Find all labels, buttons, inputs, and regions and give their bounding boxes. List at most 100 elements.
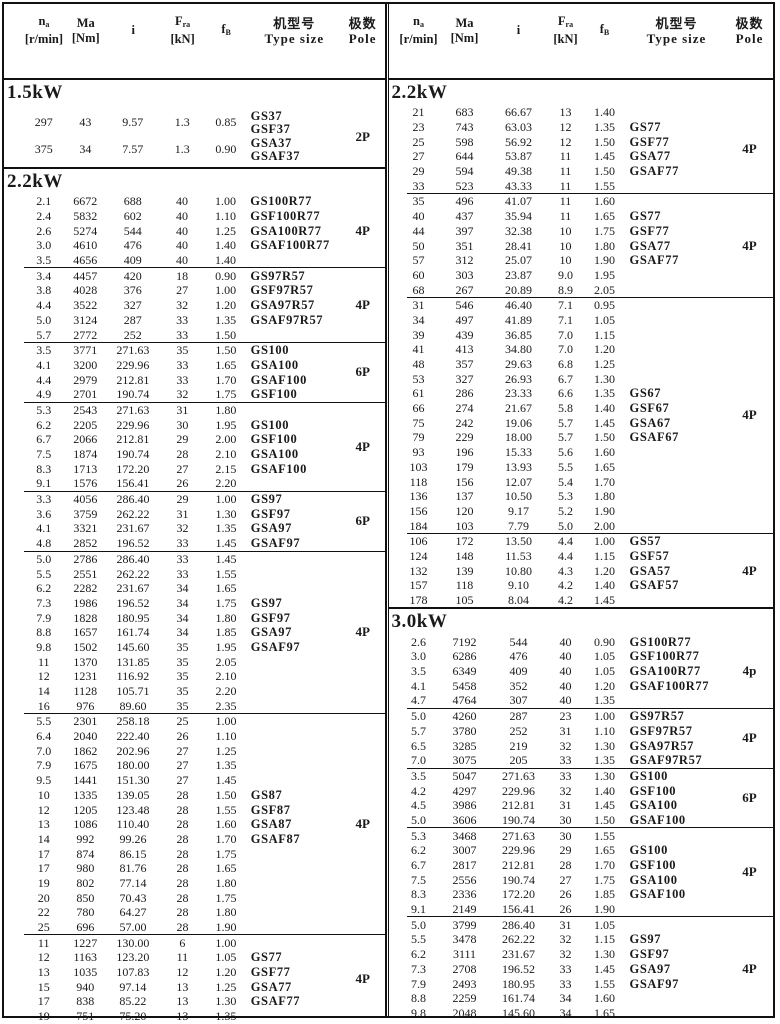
type-size-cell: GSF100: [629, 858, 677, 873]
radial-load-cell: 5.2: [558, 503, 573, 518]
power-section: 2.2kW 2.1 6672 688 40 1.00 GS100R77 4P 2.4 5832 60…: [4, 167, 385, 1024]
ratio-cell: 7.57: [122, 142, 144, 156]
gearmotor-group: 3.5 5047 271.63 33 1.30 GS100 6P 4.2 4297 229.96 3…: [397, 769, 773, 828]
table-row: 3.5 3771 271.63 35 1.50 GS100 6P: [22, 343, 385, 378]
ratio-cell: 151.30: [116, 773, 150, 788]
radial-load-cell: 33: [559, 768, 572, 783]
torque-cell: 1231: [73, 669, 98, 684]
type-size-cell: [248, 581, 341, 596]
radial-load-cell: 5.5: [558, 459, 573, 474]
ratio-cell: 156.41: [502, 902, 535, 917]
speed-cell: 9.5: [36, 773, 52, 788]
radial-load-cell: 8.9: [558, 282, 573, 297]
radial-load-cell: 33: [559, 961, 572, 976]
radial-load-cell: 31: [176, 506, 189, 521]
service-factor-cell: 1.90: [594, 253, 615, 268]
table-row: 5.3 3468 271.63 30 1.55 4P: [397, 828, 773, 879]
radial-load-cell: 28: [176, 802, 189, 817]
ratio-cell: 21.67: [505, 401, 532, 416]
radial-load-cell: 7.1: [558, 298, 573, 313]
group-divider: [24, 490, 385, 492]
pole-cell: 4P: [355, 222, 370, 238]
speed-cell: 9.8: [36, 639, 52, 654]
speed-cell: 20: [37, 890, 50, 905]
torque-cell: 1163: [73, 950, 98, 965]
table-row: 12 1231 116.92 35 2.10: [22, 669, 385, 684]
header-row: na [r/min] Ma [Nm] i Fra [kN] fB 机型号 Type size 极数 P…: [22, 14, 385, 47]
speed-cell: 9.8: [411, 1005, 426, 1020]
type-size-cell: [627, 991, 727, 1006]
torque-cell: 3986: [452, 798, 477, 813]
radial-load-cell: 35: [176, 639, 189, 654]
power-heading: 2.2kW: [7, 171, 63, 192]
service-factor-cell: 1.75: [215, 387, 237, 402]
speed-cell: 5.7: [411, 723, 426, 738]
radial-load-cell: 4.4: [558, 534, 573, 549]
table-row: 27 644 53.87 11 1.45 GSA77: [397, 149, 773, 164]
radial-load-cell: 31: [176, 402, 189, 417]
radial-load-cell: 5.8: [558, 401, 573, 416]
radial-load-cell: 26: [176, 476, 189, 491]
radial-load-cell: 5.4: [558, 474, 573, 489]
ratio-cell: 307: [509, 693, 528, 708]
service-factor-cell: 1.60: [594, 194, 615, 209]
torque-cell: 5458: [452, 678, 477, 693]
service-factor-cell: 1.20: [215, 965, 237, 980]
speed-cell: 17: [37, 994, 50, 1009]
speed-cell: 7.9: [36, 758, 52, 773]
table-row: 2.6 5274 544 40 1.25 GSA100R77: [22, 223, 385, 238]
torque-cell: 4764: [452, 693, 477, 708]
type-size-cell: GSAF97R57: [250, 312, 324, 327]
radial-load-cell: 13: [559, 105, 572, 120]
table-row: 2.6 7192 544 40 0.90 GS100R77 4p: [397, 634, 773, 678]
table-row: 4.8 2852 196.52 33 1.45 GSAF97: [22, 536, 385, 551]
type-size-cell: GSA97R57: [250, 298, 315, 313]
ratio-cell: 56.92: [505, 134, 532, 149]
service-factor-cell: 1.70: [594, 474, 615, 489]
service-factor-cell: 0.85: [215, 115, 237, 129]
speed-cell: 103: [409, 459, 428, 474]
subscript: a: [419, 20, 424, 29]
ratio-cell: 271.63: [116, 402, 150, 417]
torque-cell: 1205: [73, 802, 98, 817]
type-size-cell: GSAF100R77: [629, 678, 710, 693]
type-size-cell: GSAF57: [629, 578, 679, 593]
service-factor-cell: 1.10: [214, 209, 236, 224]
type-size-header: 机型号 Type size: [627, 14, 727, 47]
type-size-cell: GSA100: [250, 447, 299, 462]
radial-load-cell: 34: [176, 610, 189, 625]
torque-cell: 2786: [73, 551, 98, 566]
torque-cell: 2979: [73, 372, 98, 387]
ratio-cell: 70.43: [119, 890, 147, 905]
torque-cell: 743: [455, 120, 474, 135]
service-factor-cell: 1.90: [215, 920, 237, 935]
ratio-cell: 262.22: [116, 566, 150, 581]
speed-cell: 8.3: [411, 887, 426, 902]
radial-load-cell: 10: [559, 223, 572, 238]
type-size-cell: [627, 902, 727, 917]
type-size-cell: GSAF77: [629, 164, 679, 179]
radial-load-cell: 34: [559, 991, 572, 1006]
table-row: 21 683 66.67 13 1.40 4P: [397, 105, 773, 155]
speed-cell: 132: [409, 563, 428, 578]
type-size-cell: GSAF100R77: [250, 238, 330, 253]
ratio-cell: 409: [509, 664, 528, 679]
speed-cell: 5.0: [411, 812, 426, 827]
torque-cell: 2543: [73, 402, 98, 417]
ratio-cell: 25.07: [505, 253, 532, 268]
header-label: 机型号: [273, 15, 316, 31]
service-factor-cell: 1.95: [594, 267, 615, 282]
group-divider: [24, 341, 385, 343]
radial-load-cell: 13: [176, 979, 189, 994]
speed-cell: 21: [412, 105, 425, 120]
service-factor-cell: 1.25: [215, 743, 237, 758]
speed-cell: 3.6: [36, 506, 52, 521]
speed-cell: 7.5: [36, 447, 52, 462]
table-row: 6.2 3007 229.96 29 1.65 GS100: [397, 843, 773, 858]
speed-cell: 41: [412, 342, 425, 357]
radial-load-cell: 4.2: [558, 593, 573, 608]
service-factor-cell: 1.40: [594, 105, 615, 120]
gearmotor-group: 5.0 4260 287 23 1.00 GS97R57 4P 5.7 3780 252 31 1.1…: [397, 709, 773, 768]
header-label: [kN]: [553, 32, 578, 46]
service-factor-cell: 1.90: [594, 902, 615, 917]
